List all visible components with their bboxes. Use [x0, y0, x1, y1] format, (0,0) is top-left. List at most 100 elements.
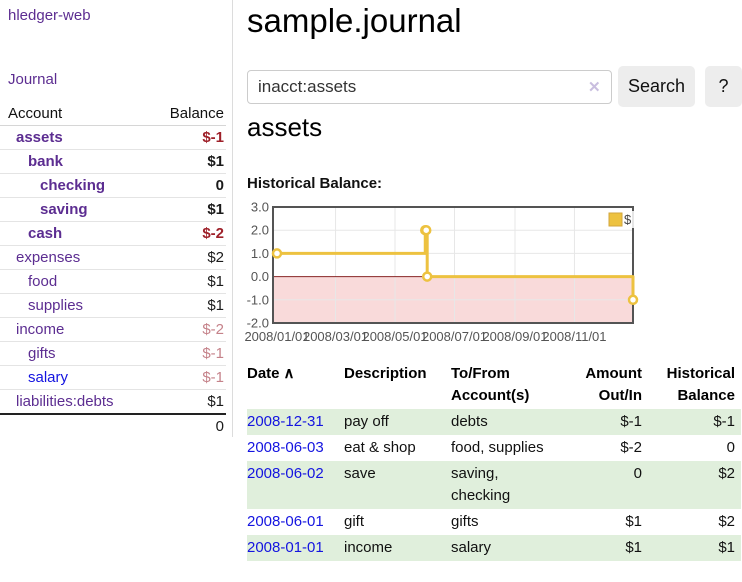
transaction-balance: $2: [718, 513, 735, 530]
sidebar-item-journal[interactable]: Journal: [8, 71, 58, 88]
transaction-date-cell: 2008-01-01: [247, 535, 344, 561]
y-axis-tick-label: 3.0: [251, 200, 269, 215]
search-input[interactable]: [247, 70, 612, 104]
transaction-balance: $2: [718, 465, 735, 482]
transaction-balance: 0: [726, 439, 735, 456]
register-header-description: Description: [344, 365, 427, 382]
account-link[interactable]: checking: [40, 177, 106, 194]
transaction-accounts: debts: [451, 413, 488, 430]
y-axis-tick-label: -1.0: [247, 292, 269, 307]
account-row: assets $-1: [0, 125, 226, 150]
transaction-date-link[interactable]: 2008-12-31: [247, 413, 324, 430]
historical-balance-chart: $3.0 2.0 1.0 0.0 -1.0 -2.02008/01/012008/03/0…: [244, 200, 639, 344]
account-link[interactable]: saving: [40, 201, 88, 218]
transaction-balance: $1: [718, 539, 735, 556]
account-row: food $1: [0, 269, 226, 294]
account-link[interactable]: supplies: [28, 297, 84, 314]
account-balance: $-1: [202, 129, 224, 146]
accounts-table: Account Balance assets $-1 bank $1 checking 0…: [0, 102, 226, 438]
chart-title: Historical Balance:: [247, 175, 383, 192]
search-button[interactable]: Search: [618, 66, 695, 107]
account-link[interactable]: gifts: [28, 345, 56, 362]
account-row: income $-2: [0, 317, 226, 342]
register-header-balance: Historical Balance: [666, 365, 735, 404]
x-axis-tick-label: 2008/01/01: [244, 329, 309, 344]
account-balance: $1: [207, 153, 224, 170]
accounts-total-value: 0: [151, 413, 226, 438]
accounts-header-balance: Balance: [151, 102, 226, 126]
data-point-marker: [421, 271, 433, 282]
legend-swatch: [608, 212, 623, 227]
y-axis-tick-label: 1.0: [251, 246, 269, 261]
data-point-marker: [271, 248, 283, 259]
account-link[interactable]: assets: [16, 129, 63, 146]
account-balance: $1: [207, 273, 224, 290]
y-axis-tick-label: 0.0: [251, 269, 269, 284]
transaction-accounts: saving, checking: [451, 465, 511, 504]
account-balance: $-2: [202, 321, 224, 338]
register-header-accounts: To/From Account(s): [451, 365, 530, 404]
account-link[interactable]: income: [16, 321, 65, 338]
transaction-description: income: [344, 539, 393, 556]
transaction-description: pay off: [344, 413, 389, 430]
data-point-marker: [627, 294, 639, 306]
transaction-description: save: [344, 465, 376, 482]
account-balance: $-1: [202, 345, 224, 362]
account-row: supplies $1: [0, 293, 226, 318]
register-header-amount: Amount Out/In: [585, 365, 642, 404]
y-axis-tick-label: 2.0: [251, 223, 269, 238]
register-header-row: Date ∧ Description To/From Account(s) Amo…: [247, 361, 741, 409]
x-axis-tick-label: 2008/05/01: [362, 329, 427, 344]
account-balance: $-2: [202, 225, 224, 242]
transaction-accounts: food, supplies: [451, 439, 544, 456]
transaction-date-link[interactable]: 2008-01-01: [247, 539, 324, 556]
transaction-amount: $-1: [620, 413, 642, 430]
register-row: 2008-12-31 pay off debts $-1 $-1: [247, 409, 741, 435]
account-link[interactable]: liabilities:debts: [16, 393, 114, 410]
transaction-description: eat & shop: [344, 439, 416, 456]
account-link[interactable]: bank: [28, 153, 64, 170]
account-row: salary $-1: [0, 365, 226, 390]
transaction-date-cell: 2008-06-02: [247, 461, 344, 509]
accounts-header-account: Account: [0, 102, 152, 126]
account-row: gifts $-1: [0, 341, 226, 366]
register-row: 2008-01-01 income salary $1 $1: [247, 535, 741, 561]
account-balance: $-1: [202, 369, 224, 386]
account-row: liabilities:debts $1: [0, 390, 226, 415]
account-link[interactable]: cash: [28, 225, 63, 242]
account-balance: $1: [207, 201, 224, 218]
sort-ascending-icon: ∧: [283, 365, 295, 382]
transaction-date-link[interactable]: 2008-06-03: [247, 439, 324, 456]
transaction-description: gift: [344, 513, 365, 530]
x-axis-tick-label: 2008/11/01: [542, 329, 606, 344]
app-brand-link[interactable]: hledger-web: [8, 7, 91, 24]
x-axis-tick-label: 2008/09/01: [482, 329, 547, 344]
legend-label: $: [624, 212, 632, 227]
page-title: sample.journal: [247, 2, 462, 39]
account-row: cash $-2: [0, 221, 226, 246]
account-link[interactable]: expenses: [16, 249, 81, 266]
account-balance: 0: [215, 177, 224, 194]
transaction-date-cell: 2008-06-01: [247, 509, 344, 535]
accounts-total-row: 0: [0, 413, 226, 438]
register-header-date: Date ∧: [247, 365, 295, 382]
transaction-amount: $-2: [620, 439, 642, 456]
x-axis-tick-label: 2008/07/01: [422, 329, 487, 344]
account-link[interactable]: food: [28, 273, 58, 290]
help-button[interactable]: ?: [705, 66, 742, 107]
account-row: bank $1: [0, 149, 226, 174]
account-heading: assets: [247, 112, 323, 142]
transaction-accounts: salary: [451, 539, 492, 556]
account-row: expenses $2: [0, 245, 226, 270]
register-row: 2008-06-01 gift gifts $1 $2: [247, 509, 741, 535]
account-balance: $1: [207, 297, 224, 314]
transaction-date-cell: 2008-06-03: [247, 435, 344, 461]
transaction-date-link[interactable]: 2008-06-02: [247, 465, 324, 482]
account-row: saving $1: [0, 197, 226, 222]
sidebar: hledger-web Journal Account Balance asse…: [0, 0, 233, 438]
register-table: Date ∧ Description To/From Account(s) Amo…: [247, 361, 741, 561]
transaction-date-link[interactable]: 2008-06-01: [247, 513, 324, 530]
clear-search-icon[interactable]: ✕: [588, 79, 601, 96]
register-row: 2008-06-03 eat & shop food, supplies $-2 0: [247, 435, 741, 461]
account-link[interactable]: salary: [28, 369, 69, 386]
